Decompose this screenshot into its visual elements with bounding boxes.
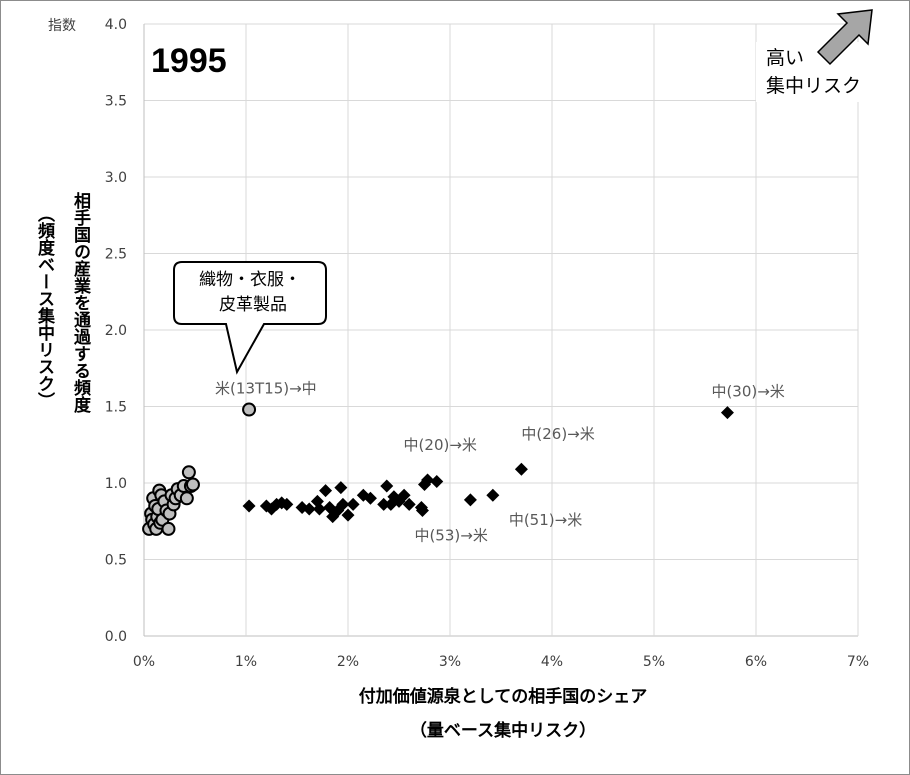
point-label: 中(20)→米: [404, 436, 477, 454]
x-axis-title: 付加価値源泉としての相手国のシェア: [359, 686, 648, 707]
diamond-point: [363, 491, 377, 505]
callout-line-1: 織物・衣服・: [199, 270, 301, 290]
y-tick-label: 0.0: [105, 629, 127, 645]
y-tick-label: 4.0: [105, 17, 127, 33]
y-axis-title: 相手国の産業を通過する頻度: [70, 191, 92, 414]
y-tick-label: 0.5: [105, 553, 127, 569]
y-tick-label: 2.0: [105, 323, 127, 339]
x-tick-labels: 0% 1% 2% 3% 4% 5% 6% 7%: [133, 654, 869, 670]
point-label: 米(13T15)→中: [215, 380, 317, 398]
y-tick-label: 1.5: [105, 400, 127, 416]
diamond-point: [397, 488, 411, 502]
point-label: 中(53)→米: [414, 527, 487, 545]
point-labels: 米(13T15)→中 中(30)→米中(20)→米 中(26)→米中(53)→米 中(…: [215, 380, 785, 545]
x-tick-label: 1%: [235, 654, 257, 670]
x-tick-label: 6%: [745, 654, 767, 670]
diamond-point: [380, 479, 394, 493]
point-label: 中(26)→米: [521, 425, 594, 443]
diamond-point: [319, 484, 333, 498]
diamond-point: [341, 508, 355, 522]
circle-point: [242, 402, 257, 417]
y-tick-label: 3.5: [105, 94, 127, 110]
year-box: [146, 33, 244, 83]
diamond-point: [377, 497, 391, 511]
arrow-up-right-icon: [816, 9, 873, 66]
y-tick-label: 1.0: [105, 476, 127, 492]
diamond-point: [430, 474, 444, 488]
diamond-point: [334, 481, 348, 495]
diamond-point: [486, 488, 500, 502]
diamond-point: [280, 497, 294, 511]
chart-year-title: 1995: [151, 42, 227, 80]
y-tick-labels: 0.0 0.5 1.0 1.5 2.0 2.5 3.0 3.5 4.0: [105, 17, 127, 645]
circle-point: [181, 465, 196, 480]
callout-bubble: [173, 261, 327, 375]
diamond-point: [720, 406, 734, 420]
diamond-point: [242, 499, 256, 513]
circle-point: [161, 521, 176, 536]
diamond-point: [312, 502, 326, 516]
y-tick-label: 3.0: [105, 170, 127, 186]
point-label: 中(30)→米: [711, 383, 784, 401]
diamond-point: [302, 502, 316, 516]
x-tick-label: 2%: [337, 654, 359, 670]
diamond-point: [326, 510, 340, 524]
y-unit-label: 指数: [48, 18, 76, 34]
diamond-point: [463, 493, 477, 507]
x-axis-subtitle: （量ベース集中リスク）: [410, 720, 596, 741]
circle-point: [179, 491, 194, 506]
diamond-point: [514, 462, 528, 476]
circle-point: [185, 477, 200, 492]
x-tick-label: 0%: [133, 654, 155, 670]
diamond-point: [402, 497, 416, 511]
risk-note-line-1: 高い: [766, 47, 804, 69]
diamond-point: [346, 497, 360, 511]
x-tick-label: 5%: [643, 654, 665, 670]
diamond-point: [415, 504, 429, 518]
y-axis-subtitle: （頻度ベース集中リスク）: [34, 205, 56, 409]
x-tick-label: 3%: [439, 654, 461, 670]
y-tick-label: 2.5: [105, 247, 127, 263]
data-points: [142, 402, 734, 536]
point-label: 中(51)→米: [509, 511, 582, 529]
callout-line-2: 皮革製品: [219, 295, 287, 315]
risk-note-line-2: 集中リスク: [766, 75, 861, 97]
x-tick-label: 4%: [541, 654, 563, 670]
diamond-point: [336, 497, 350, 511]
x-tick-label: 7%: [847, 654, 869, 670]
diamond-point: [421, 473, 435, 487]
